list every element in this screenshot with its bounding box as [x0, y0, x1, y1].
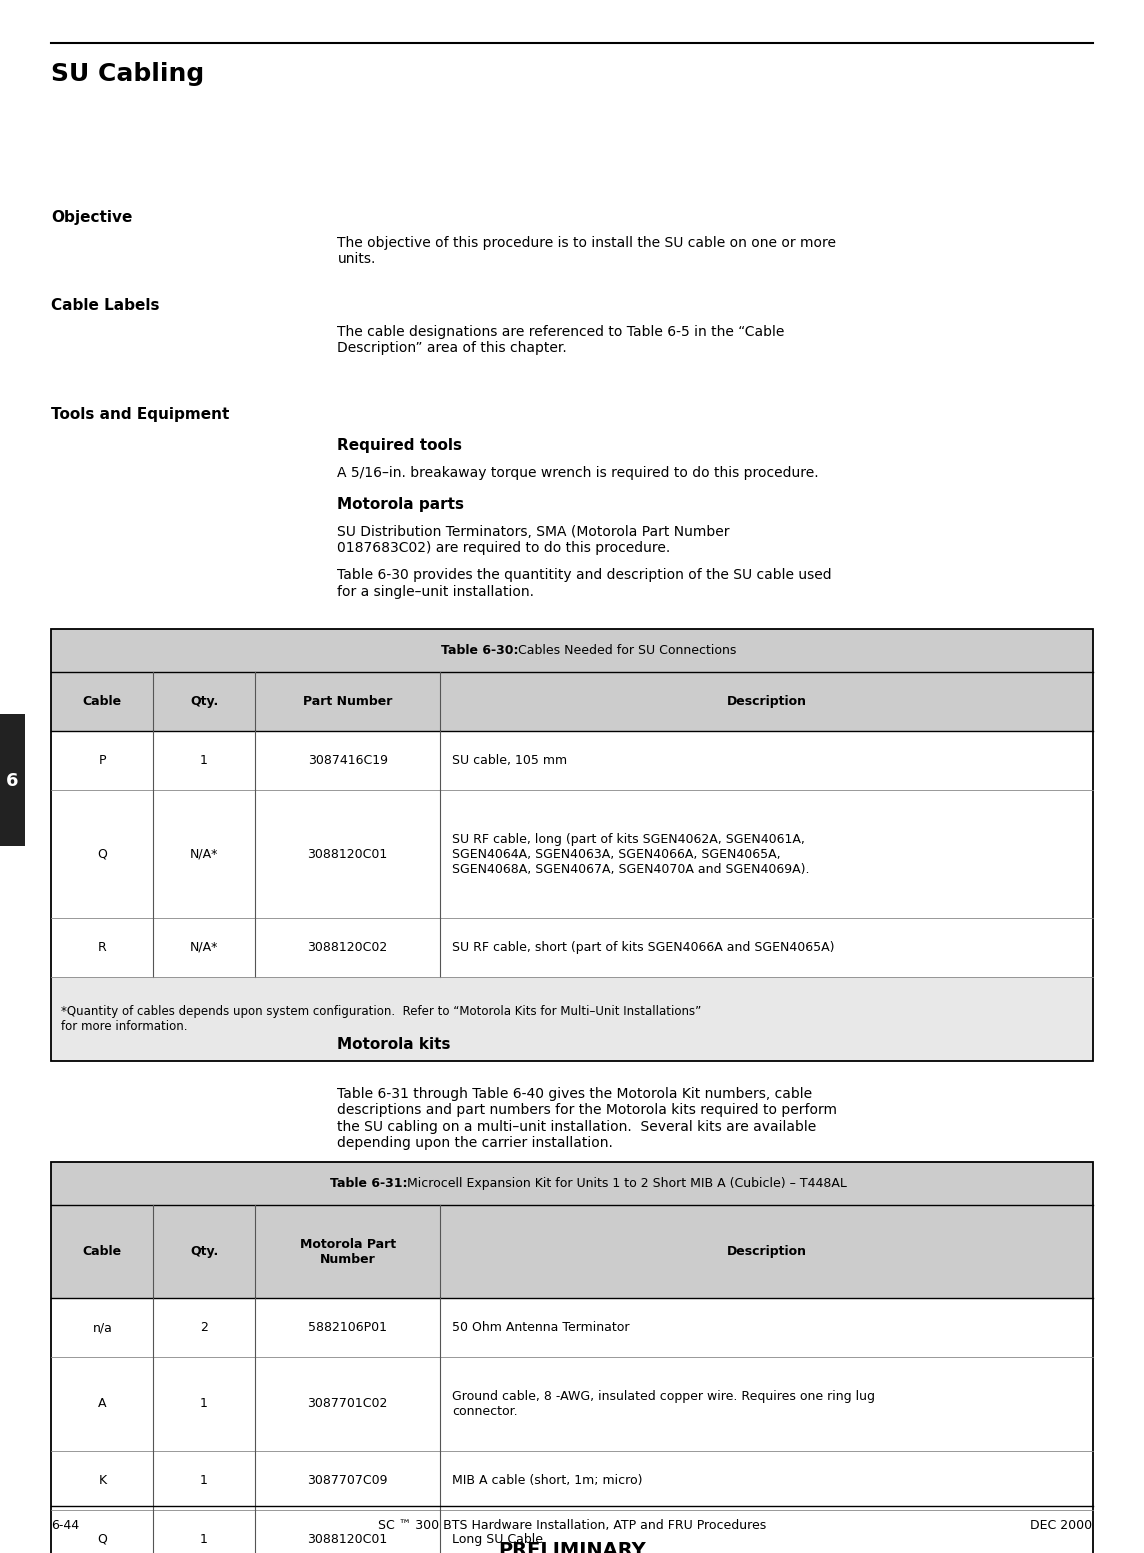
Text: 6-44: 6-44 — [51, 1519, 80, 1531]
Bar — [51, 918, 1093, 977]
Text: N/A*: N/A* — [190, 848, 219, 860]
Bar — [51, 1510, 1093, 1553]
Text: n/a: n/a — [93, 1322, 112, 1334]
Text: Cable: Cable — [82, 696, 122, 708]
Text: The cable designations are referenced to Table 6-5 in the “Cable
Description” ar: The cable designations are referenced to… — [337, 325, 785, 354]
Bar — [51, 1298, 1093, 1357]
Text: MIB A cable (short, 1m; micro): MIB A cable (short, 1m; micro) — [452, 1474, 642, 1486]
Text: *Quantity of cables depends upon system configuration.  Refer to “Motorola Kits : *Quantity of cables depends upon system … — [61, 1005, 701, 1033]
Text: DEC 2000: DEC 2000 — [1031, 1519, 1093, 1531]
Text: Cable: Cable — [82, 1246, 122, 1258]
Text: SU RF cable, long (part of kits SGEN4062A, SGEN4061A,
SGEN4064A, SGEN4063A, SGEN: SU RF cable, long (part of kits SGEN4062… — [452, 832, 809, 876]
Text: Required tools: Required tools — [337, 438, 462, 453]
Text: P: P — [98, 755, 106, 767]
Bar — [51, 629, 1093, 672]
Text: Qty.: Qty. — [190, 696, 219, 708]
Text: Table 6-31 through Table 6-40 gives the Motorola Kit numbers, cable
descriptions: Table 6-31 through Table 6-40 gives the … — [337, 1087, 837, 1149]
Bar — [51, 977, 1093, 1061]
Text: 3087701C02: 3087701C02 — [308, 1398, 388, 1410]
Text: Q: Q — [97, 1533, 108, 1545]
Bar — [51, 1451, 1093, 1510]
Text: Qty.: Qty. — [190, 1246, 219, 1258]
Text: 1: 1 — [200, 1533, 208, 1545]
Bar — [51, 1162, 1093, 1205]
Text: Microcell Expansion Kit for Units 1 to 2 Short MIB A (Cubicle) – T448AL: Microcell Expansion Kit for Units 1 to 2… — [403, 1177, 847, 1190]
Text: SU cable, 105 mm: SU cable, 105 mm — [452, 755, 567, 767]
Bar — [0, 714, 25, 846]
Bar — [51, 1162, 1093, 1553]
Text: Motorola kits: Motorola kits — [337, 1037, 451, 1053]
Bar — [51, 1357, 1093, 1451]
Text: 5882106P01: 5882106P01 — [308, 1322, 387, 1334]
Text: 50 Ohm Antenna Terminator: 50 Ohm Antenna Terminator — [452, 1322, 629, 1334]
Text: 1: 1 — [200, 1474, 208, 1486]
Text: Ground cable, 8 -AWG, insulated copper wire. Requires one ring lug
connector.: Ground cable, 8 -AWG, insulated copper w… — [452, 1390, 875, 1418]
Text: Cable Labels: Cable Labels — [51, 298, 160, 314]
Text: 3087707C09: 3087707C09 — [308, 1474, 388, 1486]
Text: Table 6-30 provides the quantitity and description of the SU cable used
for a si: Table 6-30 provides the quantitity and d… — [337, 568, 832, 598]
Text: SU RF cable, short (part of kits SGEN4066A and SGEN4065A): SU RF cable, short (part of kits SGEN406… — [452, 941, 834, 954]
Text: Motorola parts: Motorola parts — [337, 497, 464, 512]
Text: 6: 6 — [7, 772, 18, 790]
Text: SU Cabling: SU Cabling — [51, 62, 205, 85]
Text: 3088120C01: 3088120C01 — [308, 848, 388, 860]
Text: Cables Needed for SU Connections: Cables Needed for SU Connections — [514, 644, 737, 657]
Text: PRELIMINARY: PRELIMINARY — [498, 1541, 646, 1553]
Text: Motorola Part
Number: Motorola Part Number — [300, 1238, 396, 1266]
Text: Long SU Cable: Long SU Cable — [452, 1533, 542, 1545]
Text: Q: Q — [97, 848, 108, 860]
Text: R: R — [98, 941, 106, 954]
Bar — [51, 1162, 1093, 1553]
Bar — [51, 1205, 1093, 1298]
Text: 2: 2 — [200, 1322, 208, 1334]
Text: N/A*: N/A* — [190, 941, 219, 954]
Text: Table 6-30:: Table 6-30: — [442, 644, 518, 657]
Text: Part Number: Part Number — [303, 696, 392, 708]
Text: 1: 1 — [200, 755, 208, 767]
Text: Description: Description — [726, 1246, 807, 1258]
Bar — [51, 790, 1093, 918]
Text: 3088120C01: 3088120C01 — [308, 1533, 388, 1545]
Text: Tools and Equipment: Tools and Equipment — [51, 407, 230, 422]
Text: 3087416C19: 3087416C19 — [308, 755, 388, 767]
Text: 3088120C02: 3088120C02 — [308, 941, 388, 954]
Bar — [51, 629, 1093, 1061]
Text: SU Distribution Terminators, SMA (Motorola Part Number
0187683C02) are required : SU Distribution Terminators, SMA (Motoro… — [337, 525, 730, 554]
Bar — [51, 629, 1093, 1061]
Text: A: A — [98, 1398, 106, 1410]
Bar — [51, 672, 1093, 731]
Text: Description: Description — [726, 696, 807, 708]
Text: The objective of this procedure is to install the SU cable on one or more
units.: The objective of this procedure is to in… — [337, 236, 836, 266]
Text: SC ™ 300 BTS Hardware Installation, ATP and FRU Procedures: SC ™ 300 BTS Hardware Installation, ATP … — [378, 1519, 766, 1531]
Text: K: K — [98, 1474, 106, 1486]
Text: Objective: Objective — [51, 210, 133, 225]
Text: Table 6-31:: Table 6-31: — [329, 1177, 407, 1190]
Text: 1: 1 — [200, 1398, 208, 1410]
Bar — [51, 731, 1093, 790]
Text: A 5/16–in. breakaway torque wrench is required to do this procedure.: A 5/16–in. breakaway torque wrench is re… — [337, 466, 819, 480]
